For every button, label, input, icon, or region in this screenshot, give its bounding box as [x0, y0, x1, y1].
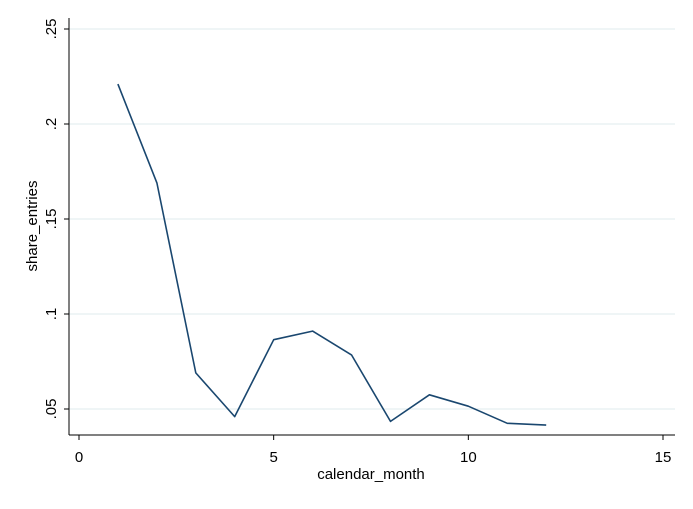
data-point — [506, 422, 508, 424]
data-point — [156, 182, 158, 184]
data-point — [273, 339, 275, 341]
y-tick-label: .15 — [43, 209, 60, 230]
y-tick-label: .25 — [43, 19, 60, 40]
series-line — [117, 83, 547, 426]
data-point — [389, 420, 391, 422]
ticks: .05 .1 .15 .2 .25 0 5 10 15 — [43, 19, 671, 466]
data-point — [351, 354, 353, 356]
x-tick-label: 15 — [655, 449, 672, 466]
y-tick-label: .2 — [43, 118, 60, 131]
x-tick-label: 5 — [269, 449, 277, 466]
axes — [68, 18, 675, 436]
y-tick-label: .05 — [43, 399, 60, 420]
x-tick-label: 10 — [460, 449, 477, 466]
data-point — [428, 394, 430, 396]
grid-lines — [69, 28, 675, 410]
y-tick-label: .1 — [43, 308, 60, 321]
data-point — [545, 424, 547, 426]
data-point — [467, 405, 469, 407]
data-point — [195, 372, 197, 374]
data-point — [117, 83, 119, 85]
series — [117, 83, 547, 426]
data-point — [312, 330, 314, 332]
x-axis-title: calendar_month — [317, 466, 425, 483]
y-axis-title: share_entries — [24, 181, 41, 272]
data-point — [234, 416, 236, 418]
x-tick-label: 0 — [75, 449, 83, 466]
